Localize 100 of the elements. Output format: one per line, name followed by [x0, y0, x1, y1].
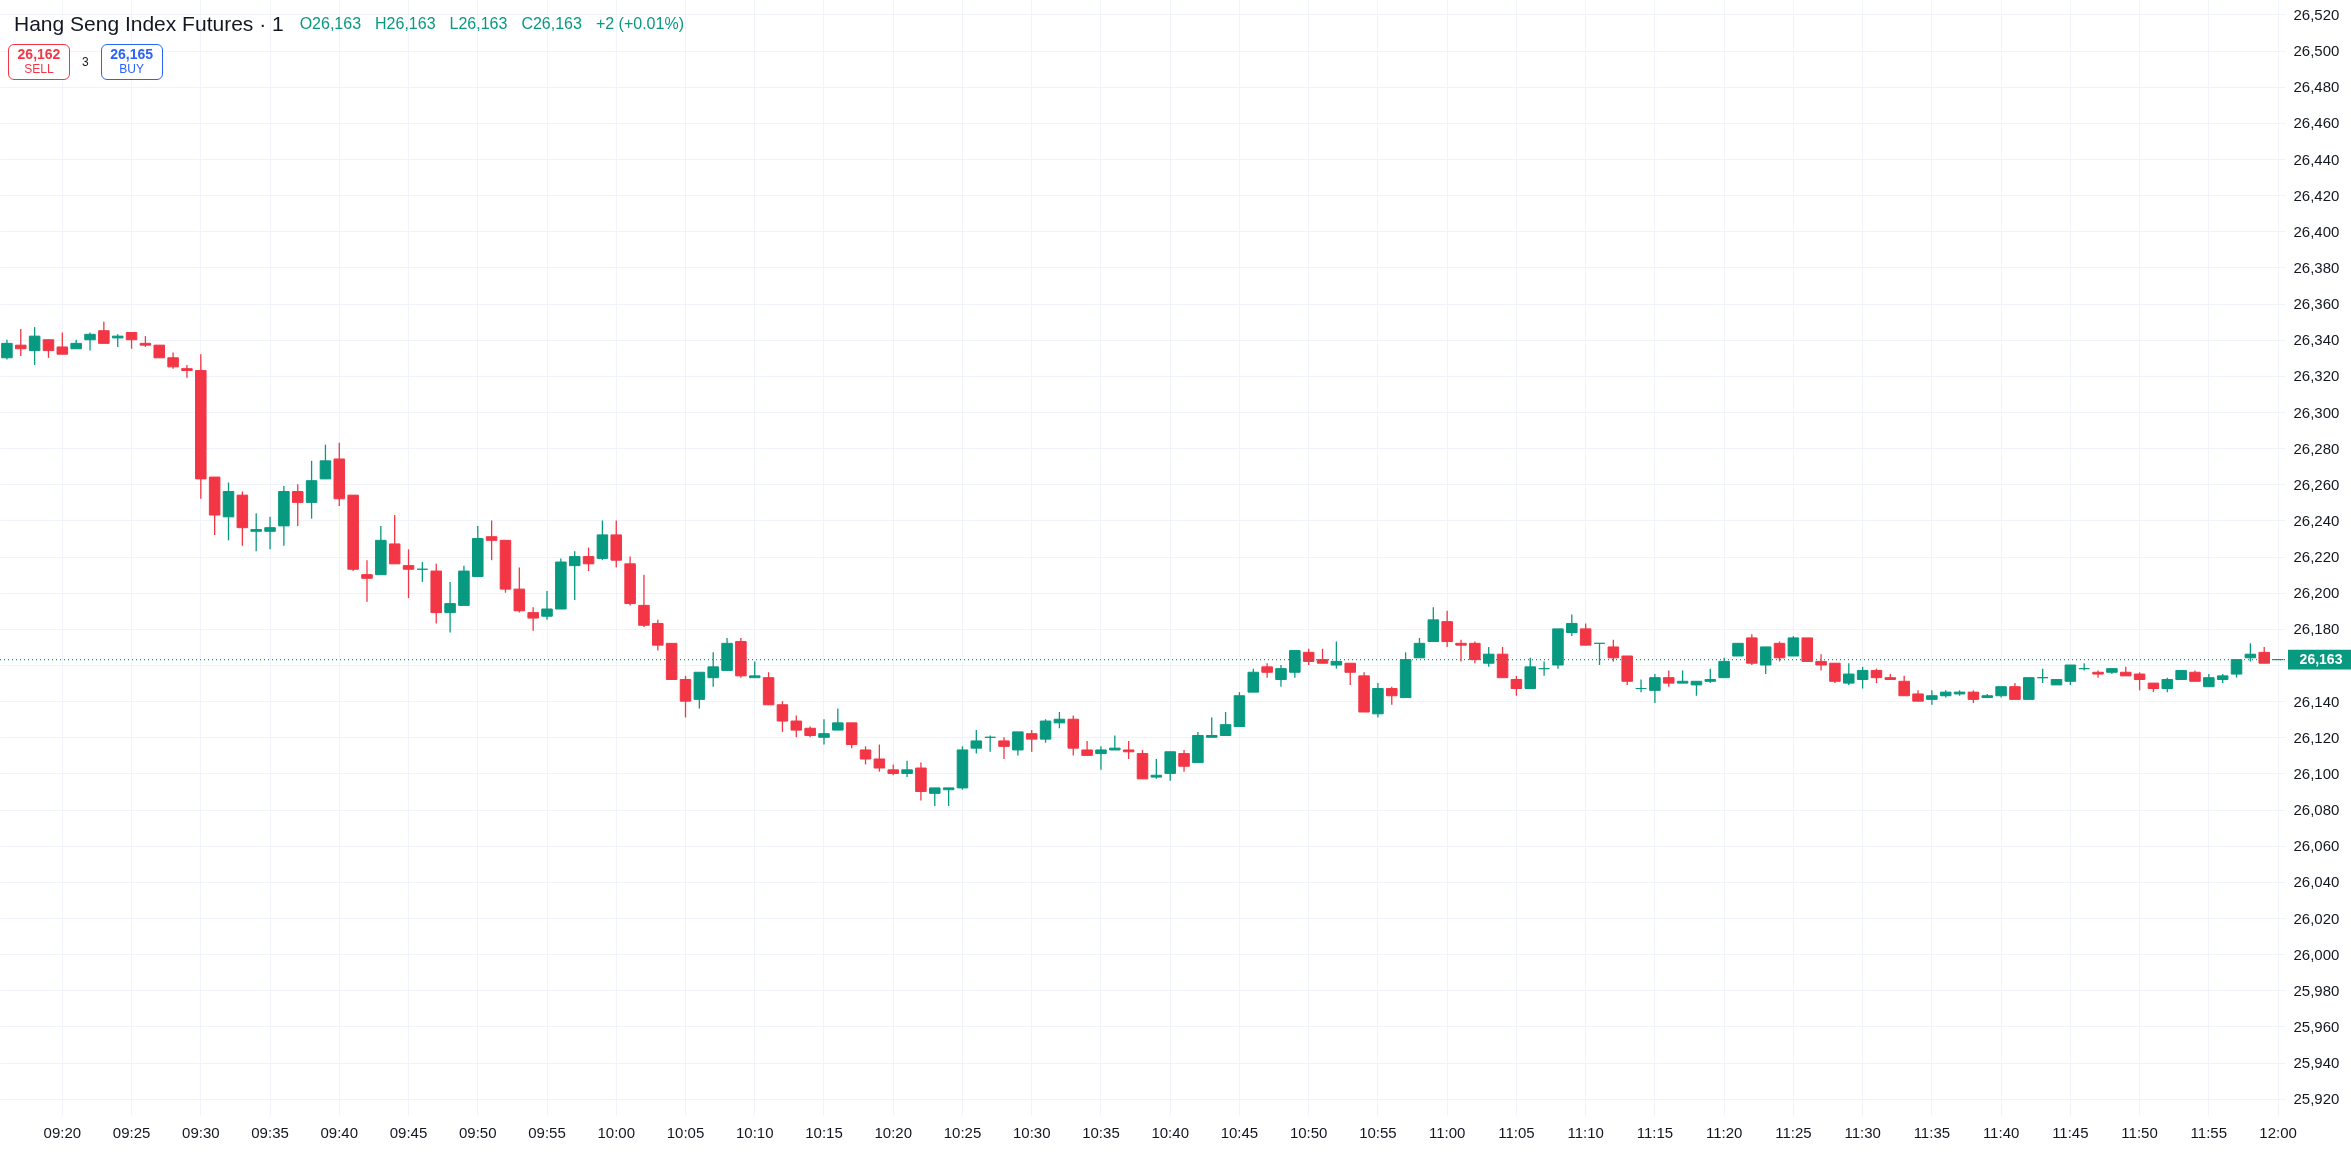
candlestick: [1344, 662, 1356, 686]
x-tick-label: 11:25: [1775, 1123, 1812, 1141]
candlestick: [56, 331, 69, 355]
x-tick-label: 10:45: [1220, 1123, 1259, 1141]
candlestick: [1787, 635, 1800, 657]
candlestick: [291, 483, 304, 527]
candlestick: [84, 331, 96, 352]
candlestick: [832, 707, 844, 731]
candlestick: [1856, 666, 1869, 690]
y-tick-label: 26,100: [2293, 764, 2340, 782]
candlestick: [1773, 640, 1786, 663]
annotation: O26,163: [299, 15, 362, 33]
x-tick-label: 11:55: [2190, 1123, 2228, 1141]
y-tick-label: 26,480: [2293, 78, 2340, 96]
y-tick-label: 26,280: [2293, 439, 2340, 457]
candlestick: [1801, 637, 1813, 662]
candlestick: [859, 745, 872, 766]
candlestick: [1607, 639, 1620, 663]
x-tick-label: 11:05: [1498, 1123, 1535, 1141]
candlestick: [1843, 662, 1855, 686]
x-tick-label: 10:55: [1359, 1123, 1397, 1141]
candlestick: [416, 561, 429, 583]
y-tick-label: 26,000: [2293, 945, 2340, 963]
candlestick: [1469, 640, 1481, 664]
annotation: SELL: [23, 62, 55, 77]
candlestick: [790, 714, 803, 738]
candlestick: [1247, 667, 1260, 693]
y-tick-label: 26,440: [2293, 150, 2340, 168]
candlestick: [929, 787, 941, 807]
annotation: C26,163: [521, 15, 582, 33]
x-tick-label: 11:50: [2121, 1123, 2158, 1141]
x-tick-label: 09:35: [251, 1123, 289, 1141]
y-tick-label: 26,400: [2293, 222, 2340, 240]
candlestick: [1427, 606, 1440, 643]
y-tick-label: 25,940: [2293, 1054, 2340, 1072]
x-tick-label: 10:00: [597, 1123, 636, 1141]
x-tick-label: 10:05: [666, 1123, 705, 1141]
x-tick-label: 09:20: [43, 1123, 82, 1141]
y-tick-label: 26,220: [2293, 548, 2340, 566]
x-tick-label: 09:50: [459, 1123, 497, 1141]
candlestick: [873, 743, 886, 773]
candlestick: [361, 559, 373, 603]
x-tick-label: 11:30: [1844, 1123, 1881, 1141]
y-tick-label: 26,200: [2293, 584, 2340, 602]
x-tick-label: 09:45: [389, 1123, 428, 1141]
x-tick-label: 11:20: [1705, 1123, 1743, 1141]
candlestick: [485, 519, 498, 561]
y-tick-label: 26,300: [2293, 403, 2340, 421]
y-tick-label: 26,240: [2293, 511, 2340, 529]
candlestick: [915, 761, 927, 802]
candlestick: [1496, 646, 1509, 679]
annotation: BUY: [118, 62, 146, 77]
x-tick-label: 10:25: [943, 1123, 982, 1141]
y-tick-label: 26,320: [2293, 367, 2340, 385]
candlestick: [942, 787, 955, 807]
candlestick: [2092, 669, 2104, 679]
candlestick: [1275, 664, 1287, 688]
ref-line-label: 26,163: [2299, 650, 2343, 667]
candlestick: [42, 339, 55, 359]
y-tick-label: 26,120: [2293, 728, 2340, 746]
candlestick: [1122, 740, 1135, 760]
x-tick-label: 09:30: [182, 1123, 220, 1141]
candlestick: [1579, 622, 1592, 646]
y-tick-label: 26,080: [2293, 801, 2340, 819]
annotation: 26,162: [16, 46, 62, 62]
candlestick: [388, 514, 401, 565]
x-tick-label: 11:15: [1636, 1123, 1674, 1141]
y-tick-label: 26,360: [2293, 295, 2340, 313]
annotation: 3: [82, 55, 89, 69]
x-tick-label: 10:50: [1289, 1123, 1328, 1141]
candlestick: [98, 321, 110, 344]
candlestick: [998, 736, 1010, 760]
candlestick: [845, 722, 858, 749]
y-tick-label: 26,060: [2293, 837, 2340, 855]
candlestick: [1, 339, 13, 361]
candlestick: [568, 550, 581, 601]
x-tick-label: 09:55: [528, 1123, 566, 1141]
candlestick: [1095, 745, 1107, 771]
x-tick-label: 11:10: [1567, 1123, 1604, 1141]
candlestick: [15, 328, 27, 357]
y-tick-label: 26,340: [2293, 331, 2340, 349]
x-tick-label: 10:35: [1082, 1123, 1120, 1141]
candlestick: [181, 364, 193, 379]
candlestick: [582, 546, 595, 572]
x-tick-label: 09:25: [112, 1123, 151, 1141]
x-tick-label: 09:40: [320, 1123, 359, 1141]
candlestick: [28, 326, 41, 366]
candlestick: [1150, 758, 1163, 780]
candlestick: [1025, 729, 1038, 753]
candlestick: [1566, 613, 1578, 637]
candlestick: [1510, 675, 1523, 697]
candlestick: [2133, 671, 2146, 691]
candlestick: [1635, 678, 1647, 693]
candlestick: [1926, 689, 1938, 706]
y-tick-label: 26,500: [2293, 42, 2340, 60]
y-tick-label: 26,020: [2293, 909, 2340, 927]
x-tick-label: 11:00: [1428, 1123, 1466, 1141]
candlestick: [1829, 662, 1841, 684]
candlestick: [652, 619, 664, 652]
text: Hang Seng Index Futures · 1: [14, 12, 284, 36]
